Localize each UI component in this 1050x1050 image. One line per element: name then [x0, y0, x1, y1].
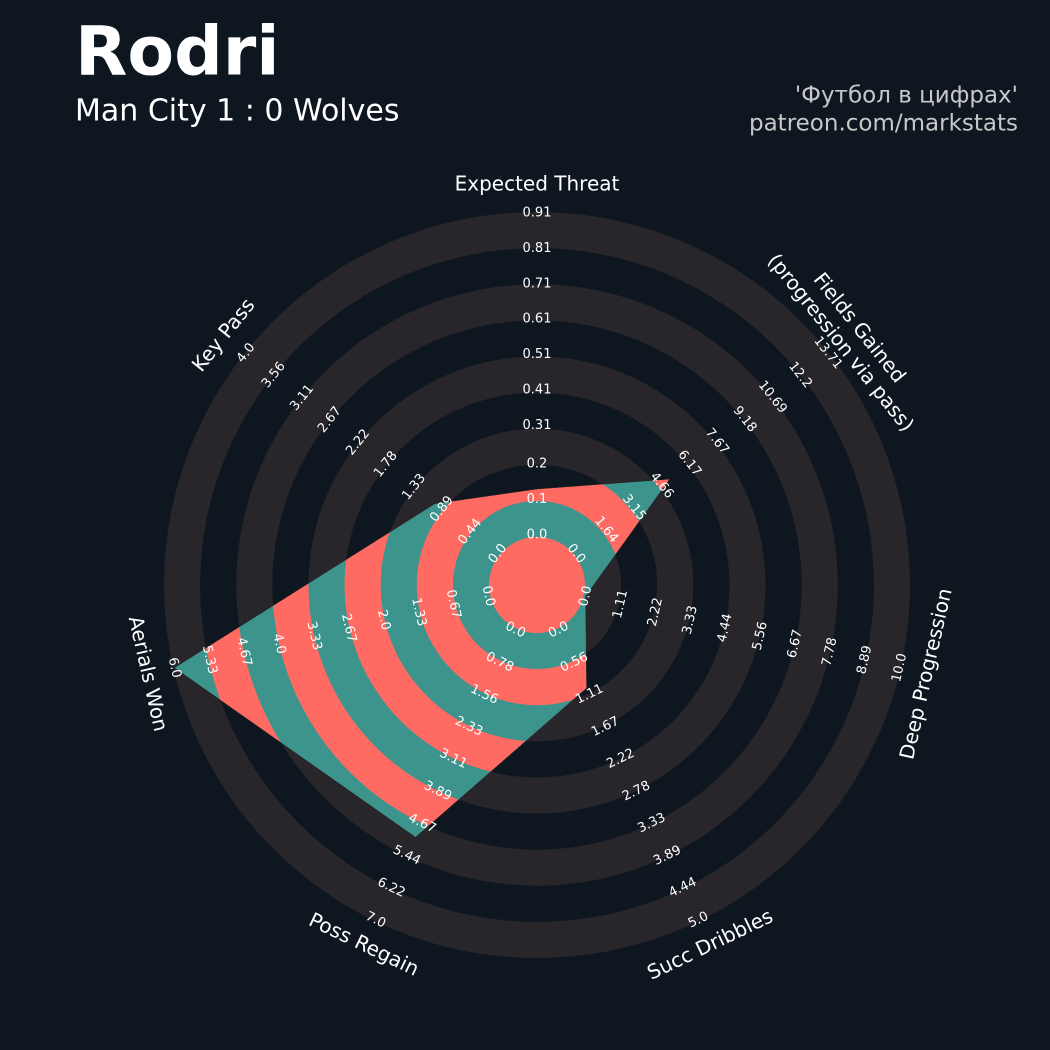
tick-label: 0.2	[527, 457, 548, 472]
tick-label: 0.51	[523, 347, 552, 362]
tick-label: 0.41	[523, 382, 552, 397]
tick-label: 8.89	[854, 644, 875, 676]
credit: patreon.com/markstats	[749, 111, 1018, 137]
tick-label: 0.91	[523, 206, 552, 221]
tick-label: 4.44	[715, 612, 736, 644]
tick-label: 0.0	[479, 584, 498, 608]
tick-label: 0.0	[527, 528, 548, 543]
tick-label: 1.11	[610, 588, 631, 620]
tick-label: 0.71	[523, 276, 552, 291]
tick-label: 2.67	[338, 612, 359, 644]
ring	[489, 537, 585, 633]
tick-label: 0.67	[443, 588, 464, 620]
chart-subtitle: Man City 1 : 0 Wolves	[75, 94, 399, 129]
tick-label: 0.31	[523, 418, 552, 433]
tick-label: 0.1	[527, 492, 548, 507]
chart-title: Rodri	[75, 13, 280, 92]
tick-label: 0.0	[576, 584, 595, 608]
tick-label: 5.33	[199, 644, 220, 676]
tick-label: 5.56	[750, 620, 771, 652]
radar-polygon	[173, 478, 671, 838]
tick-label: 4.0	[269, 632, 288, 656]
tick-label: 1.33	[408, 596, 429, 628]
param-label: Expected Threat	[455, 172, 620, 196]
tick-label: 0.81	[523, 241, 552, 256]
tick-label: 3.33	[303, 620, 324, 652]
tick-label: 6.67	[785, 628, 806, 660]
tick-label: 2.22	[645, 596, 666, 628]
tick-label: 6.0	[165, 656, 184, 680]
credit: 'Футбол в цифрах'	[795, 83, 1018, 109]
radar-fill	[174, 479, 670, 838]
tick-label: 4.67	[233, 636, 254, 668]
tick-label: 2.0	[374, 608, 393, 632]
tick-label: 3.33	[680, 604, 701, 636]
tick-label: 7.78	[819, 636, 840, 668]
tick-label: 0.61	[523, 312, 552, 327]
tick-label: 10.0	[889, 652, 910, 684]
